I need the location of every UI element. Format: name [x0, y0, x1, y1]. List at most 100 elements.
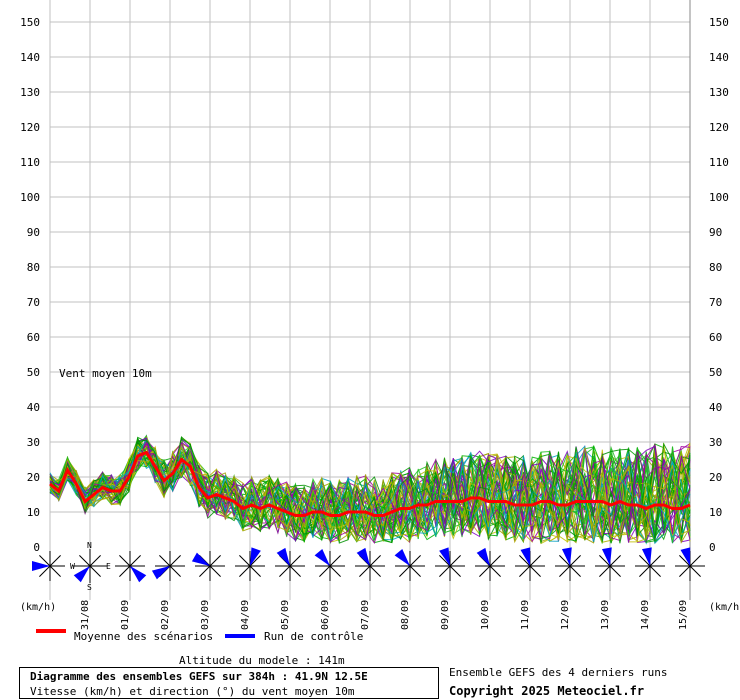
wind-direction-arrow	[130, 566, 147, 583]
x-tick-label: 02/09	[160, 600, 171, 630]
y-tick-label: 20	[709, 471, 722, 484]
unit-left: (km/h)	[20, 602, 56, 613]
y-tick-label: 10	[27, 506, 40, 519]
y-tick-label: 100	[709, 191, 729, 204]
wind-direction-arrow	[250, 547, 261, 566]
y-tick-label: 140	[709, 51, 729, 64]
y-tick-label: 130	[20, 86, 40, 99]
wind-direction-arrow	[276, 547, 290, 566]
x-tick-label: 12/09	[560, 600, 571, 630]
y-tick-label: 80	[709, 261, 722, 274]
wind-rose	[115, 551, 147, 583]
y-tick-label: 50	[709, 366, 722, 379]
chart-title: Diagramme des ensembles GEFS sur 384h : …	[30, 670, 368, 683]
y-tick-label: 70	[27, 296, 40, 309]
y-axis-left: 0 10 20 30 40 50 60 70 80 90 100 110 120 130 140 150	[20, 16, 40, 554]
y-tick-label: 30	[27, 436, 40, 449]
y-tick-label: 90	[27, 226, 40, 239]
wind-direction-arrow	[641, 547, 652, 566]
direction-arrows	[32, 547, 705, 583]
x-tick-label: 09/09	[440, 600, 451, 630]
wind-rose	[515, 547, 545, 581]
y-tick-label: 120	[709, 121, 729, 134]
wind-rose	[73, 551, 105, 583]
wind-direction-arrow	[356, 547, 370, 566]
legend-control-label: Run de contrôle	[264, 630, 364, 643]
x-tick-label: 01/09	[120, 600, 131, 630]
wind-rose	[235, 547, 265, 581]
wind-rose	[314, 548, 345, 581]
wind-direction-arrow	[73, 566, 90, 583]
wind-rose	[595, 547, 625, 581]
x-tick-label: 15/09	[678, 600, 689, 630]
x-tick-label: 06/09	[320, 600, 331, 630]
y-tick-label: 150	[20, 16, 40, 29]
wind-rose	[191, 551, 225, 581]
y-tick-label: 60	[709, 331, 722, 344]
x-tick-label: 08/09	[400, 600, 411, 630]
mean-series	[49, 450, 691, 517]
series-label: Vent moyen 10m	[59, 367, 152, 380]
altitude-text: Altitude du modele : 141m	[179, 654, 345, 667]
y-tick-label: 150	[709, 16, 729, 29]
y-tick-label: 120	[20, 121, 40, 134]
mean-line	[49, 450, 691, 517]
x-tick-label: 03/09	[200, 600, 211, 630]
compass-s: S	[87, 583, 92, 592]
wind-rose	[275, 547, 305, 581]
ensemble-note: Ensemble GEFS des 4 derniers runs	[449, 666, 668, 679]
compass-e: E	[106, 562, 111, 571]
wind-rose	[675, 547, 705, 581]
y-tick-label: 90	[709, 226, 722, 239]
x-tick-label: 07/09	[360, 600, 371, 630]
legend-control-swatch	[225, 634, 255, 638]
wind-rose	[475, 547, 505, 581]
wind-direction-arrow	[191, 552, 210, 566]
wind-direction-arrow	[314, 548, 330, 566]
y-tick-label: 110	[709, 156, 729, 169]
wind-rose	[635, 547, 665, 581]
x-tick-label: 11/09	[520, 600, 531, 630]
wind-rose	[435, 547, 465, 581]
compass-n: N	[87, 541, 92, 550]
copyright: Copyright 2025 Meteociel.fr	[449, 684, 645, 698]
wind-direction-arrow	[151, 566, 170, 580]
wind-direction-arrow	[394, 548, 410, 566]
wind-rose	[394, 548, 425, 581]
wind-rose	[151, 551, 185, 581]
y-tick-label: 100	[20, 191, 40, 204]
x-tick-label: 14/09	[640, 600, 651, 630]
wind-direction-arrow	[32, 561, 50, 571]
y-tick-label: 80	[27, 261, 40, 274]
wind-direction-arrow	[561, 547, 572, 566]
y-tick-label: 40	[709, 401, 722, 414]
ensemble-member-line	[49, 446, 691, 544]
y-tick-label: 60	[27, 331, 40, 344]
y-axis-right: 0 10 20 30 40 50 60 70 80 90 100 110 120 130 140 150	[709, 16, 729, 554]
y-tick-label: 0	[33, 541, 40, 554]
legend-mean-swatch	[36, 629, 66, 633]
legend-mean-label: Moyenne des scénarios	[74, 630, 214, 643]
wind-direction-arrow	[680, 547, 691, 566]
x-tick-label: 05/09	[280, 600, 291, 630]
wind-direction-arrow	[520, 547, 531, 566]
x-tick-label: 31/08	[80, 600, 91, 630]
chart-subtitle: Vitesse (km/h) et direction (°) du vent …	[30, 685, 355, 698]
compass-rose: N S E W	[70, 541, 111, 592]
wind-rose	[32, 551, 65, 581]
title-box: Diagramme des ensembles GEFS sur 384h : …	[19, 667, 439, 699]
y-tick-label: 140	[20, 51, 40, 64]
y-tick-label: 40	[27, 401, 40, 414]
x-tick-label: 10/09	[480, 600, 491, 630]
compass-w: W	[70, 562, 75, 571]
y-tick-label: 130	[709, 86, 729, 99]
y-tick-label: 70	[709, 296, 722, 309]
wind-direction-arrow	[439, 547, 450, 566]
y-tick-label: 0	[709, 541, 716, 554]
ensemble-member-line	[49, 438, 691, 542]
unit-right: (km/h)	[709, 602, 740, 613]
y-tick-label: 110	[20, 156, 40, 169]
wind-rose	[355, 547, 385, 581]
y-tick-label: 50	[27, 366, 40, 379]
x-axis-labels: 31/08 01/09 02/09 03/09 04/09 05/09 06/09 07/09…	[80, 600, 689, 630]
